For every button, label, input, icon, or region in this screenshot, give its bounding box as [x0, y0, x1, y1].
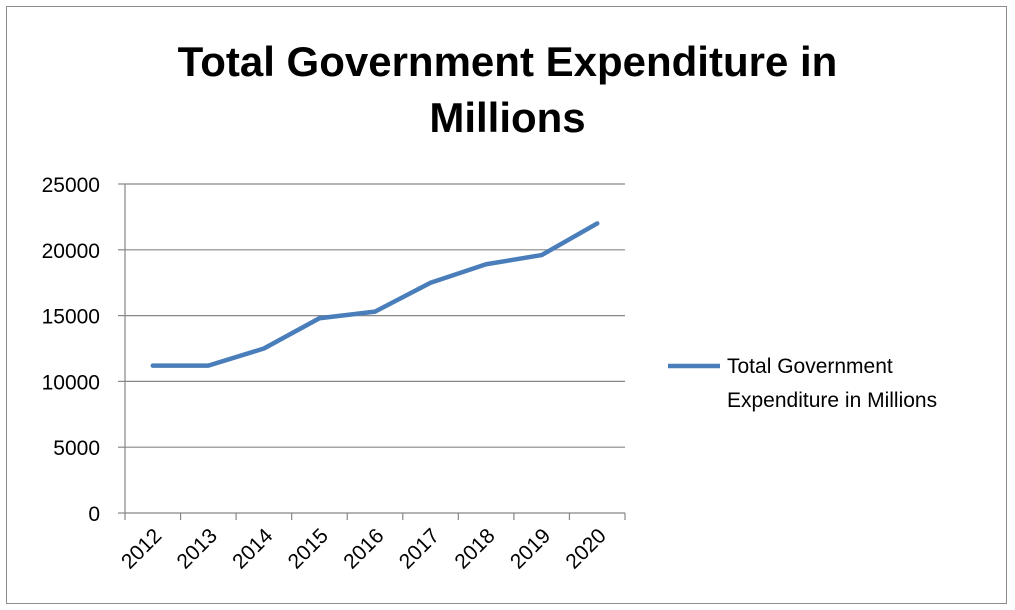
y-tick-label: 25000 [42, 174, 100, 197]
series-line [150, 221, 600, 368]
y-tick-label: 15000 [42, 306, 100, 329]
chart-title: Total Government Expenditure in Millions [0, 34, 1015, 146]
x-tick-label: 2014 [228, 524, 278, 574]
x-tick-label: 2012 [117, 524, 166, 573]
chart-title-line-1: Total Government Expenditure in [177, 38, 838, 85]
x-tick-label: 2020 [561, 524, 610, 573]
y-tick-label: 10000 [42, 371, 100, 394]
chart-frame [6, 6, 1007, 604]
series-layer [150, 221, 600, 368]
legend: Total Government Expenditure in Millions [668, 355, 937, 412]
x-tick-label: 2018 [450, 524, 499, 573]
x-tick-label: 2019 [506, 524, 555, 573]
x-tick-label: 2017 [395, 524, 444, 573]
chart-title-line-2: Millions [429, 94, 586, 141]
x-tick-label: 2016 [339, 524, 388, 573]
x-axis-ticks: 2012 2013 2014 2015 2016 2017 2018 2019 2020 [117, 513, 626, 574]
y-tick-label: 20000 [42, 240, 100, 263]
y-axis-ticks: 0 5000 10000 15000 20000 25000 [42, 174, 125, 526]
x-tick-label: 2013 [173, 524, 222, 573]
y-tick-label: 0 [88, 503, 100, 526]
gridlines [125, 183, 625, 448]
x-tick-label: 2015 [284, 524, 333, 573]
y-tick-label: 5000 [53, 437, 100, 460]
legend-label-line-2: Expenditure in Millions [727, 389, 937, 412]
axes [124, 184, 625, 514]
legend-label-line-1: Total Government [727, 355, 893, 378]
